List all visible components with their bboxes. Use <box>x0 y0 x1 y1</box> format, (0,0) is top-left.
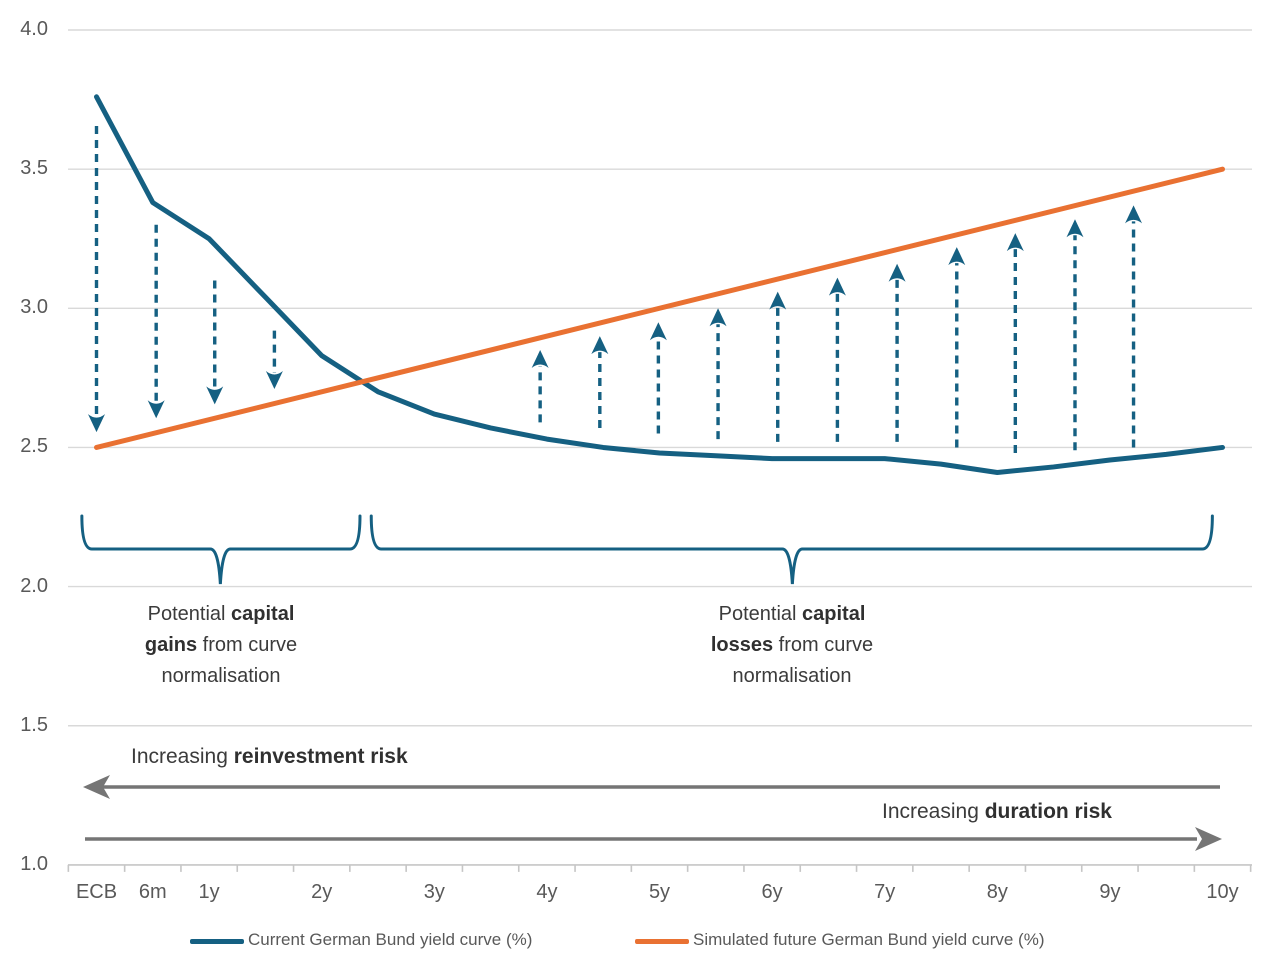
y-axis-tick-label: 1.0 <box>20 852 48 875</box>
y-axis-tick-label: 3.5 <box>20 157 48 180</box>
y-axis-tick-label: 2.5 <box>20 435 48 458</box>
simulated-curve-swatch <box>635 939 689 944</box>
capital-gain-arrowhead <box>88 414 105 433</box>
reinvestment-risk-arrowhead <box>83 775 110 799</box>
capital-loss-arrowhead <box>709 308 727 327</box>
x-axis-tick-label: 8y <box>986 881 1008 903</box>
capital-gain-arrowhead <box>147 400 165 419</box>
capital-gain-arrowhead <box>206 386 224 405</box>
capital-loss-arrowhead <box>1066 219 1084 238</box>
annotation-line: gains from curve <box>61 630 381 661</box>
x-axis-tick-label: 5y <box>648 881 671 903</box>
series-line-current <box>94 94 1225 475</box>
text-segment: Increasing <box>882 800 985 823</box>
text-segment: capital <box>802 603 866 625</box>
y-axis-tick-label: 3.0 <box>20 296 48 319</box>
legend-item-simulated-curve: Simulated future German Bund yield curve… <box>635 930 1055 952</box>
text-segment: Increasing <box>131 745 234 768</box>
x-axis-tick-label: 9y <box>1099 881 1121 903</box>
x-axis-tick-label: 4y <box>536 881 558 903</box>
text-segment: normalisation <box>161 665 281 687</box>
capital-loss-arrowhead <box>769 291 787 310</box>
brace <box>80 514 362 585</box>
x-axis-tick-label: 6y <box>761 881 783 903</box>
x-axis-tick-label: 2y <box>311 881 333 903</box>
x-axis-tick-label: 1y <box>198 881 220 903</box>
reinvestment-risk-label: Increasing reinvestment risk <box>131 745 408 769</box>
annotation-line: Potential capital <box>61 599 381 630</box>
text-segment: Potential <box>718 603 803 625</box>
text-segment: from curve <box>197 634 298 656</box>
text-segment: from curve <box>773 634 874 656</box>
capital-loss-arrowhead <box>531 350 549 369</box>
annotation-line: normalisation <box>61 661 381 692</box>
current-curve-swatch <box>190 939 244 944</box>
capital-loss-arrowhead <box>649 322 667 341</box>
y-axis-tick-label: 1.5 <box>20 713 48 736</box>
duration-risk-arrowhead <box>1195 827 1222 851</box>
x-axis-tick-label: 7y <box>874 881 896 903</box>
capital-gains-annotation: Potential capital gains from curve normali… <box>61 599 381 692</box>
capital-gain-arrowhead <box>265 371 283 390</box>
text-segment: gains <box>144 634 198 656</box>
brace <box>369 514 1214 585</box>
text-segment: capital <box>231 603 295 625</box>
capital-losses-annotation: Potential capital losses from curve normal… <box>632 599 952 692</box>
text-segment: normalisation <box>732 665 852 687</box>
series-line-simulated <box>94 166 1225 450</box>
capital-loss-arrowhead <box>948 247 966 266</box>
text-segment: losses <box>710 634 774 656</box>
x-axis-tick-label: 3y <box>423 881 445 903</box>
text-segment: Potential <box>147 603 232 625</box>
text-segment: duration risk <box>984 800 1112 823</box>
legend-item-current-curve: Current German Bund yield curve (%) <box>190 930 590 952</box>
capital-loss-arrowhead <box>1006 233 1024 252</box>
x-axis-tick-label: 6m <box>138 881 167 903</box>
x-axis-tick-label: 10y <box>1206 881 1239 903</box>
x-axis-tick-label: ECB <box>75 881 118 903</box>
annotation-line: Potential capital <box>632 599 952 630</box>
capital-loss-arrowhead <box>591 336 609 355</box>
capital-loss-arrowhead <box>1125 205 1143 224</box>
y-axis-tick-label: 4.0 <box>20 18 48 40</box>
annotation-line: normalisation <box>632 661 952 692</box>
legend-label: Current German Bund yield curve (%) <box>248 930 533 949</box>
duration-risk-label: Increasing duration risk <box>882 800 1112 824</box>
annotation-line: losses from curve <box>632 630 952 661</box>
text-segment: reinvestment risk <box>233 745 408 768</box>
legend-label: Simulated future German Bund yield curve… <box>693 930 1045 949</box>
capital-loss-arrowhead <box>888 263 906 282</box>
capital-loss-arrowhead <box>828 277 846 296</box>
y-axis-tick-label: 2.0 <box>20 574 48 597</box>
